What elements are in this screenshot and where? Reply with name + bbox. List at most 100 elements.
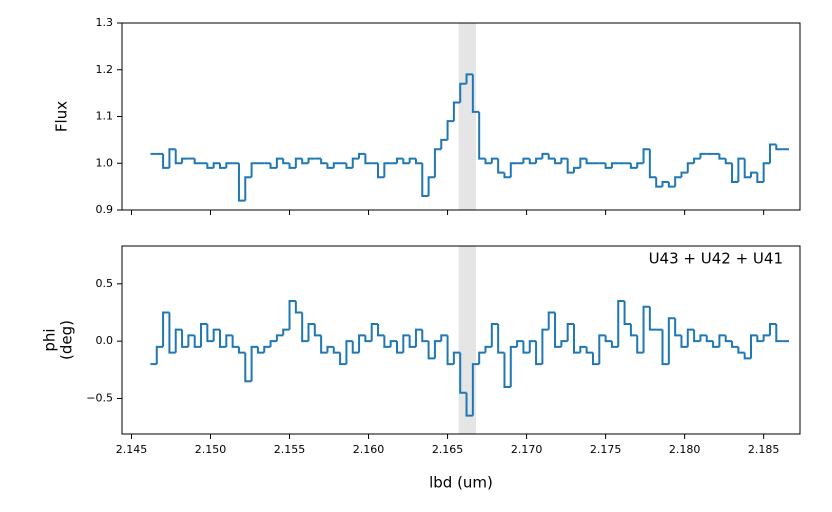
step-segment xyxy=(636,162,644,168)
step-segment xyxy=(294,157,303,168)
step-segment xyxy=(402,334,410,353)
step-segment xyxy=(737,157,745,182)
step-segment xyxy=(724,158,733,165)
step-segment xyxy=(471,74,480,113)
step-segment xyxy=(320,158,328,165)
step-segment xyxy=(768,322,777,336)
step-segment xyxy=(231,335,239,348)
step-segment xyxy=(155,345,164,365)
step-segment xyxy=(339,352,347,366)
step-segment xyxy=(294,301,303,314)
step-segment xyxy=(383,162,391,178)
step-segment xyxy=(206,163,214,169)
step-segment xyxy=(459,82,467,103)
step-segment xyxy=(168,148,176,168)
step-segment xyxy=(490,157,499,164)
step-segment xyxy=(212,162,220,168)
step-segment xyxy=(680,171,688,178)
step-segment xyxy=(193,335,202,348)
step-segment xyxy=(547,153,556,160)
step-segment xyxy=(610,341,619,348)
step-segment xyxy=(446,120,454,140)
step-segment xyxy=(452,351,461,365)
step-segment xyxy=(408,335,416,348)
step-segment xyxy=(162,311,170,347)
step-segment xyxy=(326,345,334,353)
step-segment xyxy=(427,341,435,360)
step-segment xyxy=(579,157,587,168)
step-segment xyxy=(667,317,676,365)
step-segment xyxy=(320,335,328,354)
step-segment xyxy=(604,163,612,169)
step-segment xyxy=(237,163,246,202)
step-segment xyxy=(712,341,720,348)
step-segment xyxy=(452,101,461,122)
step-segment xyxy=(288,163,296,169)
step-segment xyxy=(547,311,556,330)
step-segment xyxy=(408,157,416,164)
y-tick-label: 0.0 xyxy=(96,334,114,347)
step-segment xyxy=(421,329,429,343)
x-tick-label: 2.165 xyxy=(432,443,464,456)
step-segment xyxy=(307,157,315,164)
step-segment xyxy=(655,177,663,188)
step-segment xyxy=(478,111,486,160)
step-segment xyxy=(573,166,581,173)
step-segment xyxy=(351,157,360,168)
step-segment xyxy=(459,352,467,394)
step-segment xyxy=(383,335,391,348)
step-segment xyxy=(364,153,372,165)
y-axis-label: Flux xyxy=(53,101,71,132)
step-segment xyxy=(636,335,644,354)
step-segment xyxy=(200,322,208,347)
step-segment xyxy=(535,157,543,164)
axes-frame xyxy=(121,22,801,211)
step-segment xyxy=(750,171,758,178)
step-segment xyxy=(686,328,695,347)
step-segment xyxy=(674,318,682,337)
step-segment xyxy=(275,157,284,168)
step-segment xyxy=(724,335,733,343)
step-segment xyxy=(377,163,385,179)
step-segment xyxy=(218,329,227,348)
step-segment xyxy=(497,158,505,174)
step-segment xyxy=(465,392,473,417)
step-segment xyxy=(269,163,277,169)
step-segment xyxy=(206,323,214,343)
step-segment xyxy=(440,334,448,342)
step-segment xyxy=(573,323,581,354)
step-segment xyxy=(731,163,739,183)
axes-frame xyxy=(121,245,801,435)
step-segment xyxy=(667,181,676,188)
step-segment xyxy=(528,158,537,165)
step-segment xyxy=(737,346,745,354)
step-segment xyxy=(731,341,739,348)
step-segment xyxy=(244,176,252,201)
x-tick-label: 2.180 xyxy=(669,443,701,456)
step-segment xyxy=(705,335,714,343)
step-segment xyxy=(414,158,423,165)
step-segment xyxy=(275,334,284,342)
step-segment xyxy=(648,306,657,331)
step-segment xyxy=(743,158,752,179)
step-segment xyxy=(497,323,505,354)
step-segment xyxy=(661,180,669,187)
x-tick-label: 2.175 xyxy=(590,443,622,456)
x-tick-label: 2.150 xyxy=(195,443,227,456)
step-segment xyxy=(522,341,530,354)
x-tick-label: 2.155 xyxy=(274,443,306,456)
step-segment xyxy=(693,329,701,343)
step-segment xyxy=(402,158,410,165)
step-segment xyxy=(648,149,657,179)
step-segment xyxy=(358,152,366,159)
step-segment xyxy=(623,301,631,325)
step-segment xyxy=(301,312,309,343)
step-segment xyxy=(509,162,518,178)
step-segment xyxy=(756,172,764,183)
step-segment xyxy=(193,158,202,165)
step-segment xyxy=(288,300,296,330)
step-segment xyxy=(579,345,587,353)
step-segment xyxy=(503,352,511,388)
step-segment xyxy=(212,328,220,342)
step-segment xyxy=(484,345,492,353)
